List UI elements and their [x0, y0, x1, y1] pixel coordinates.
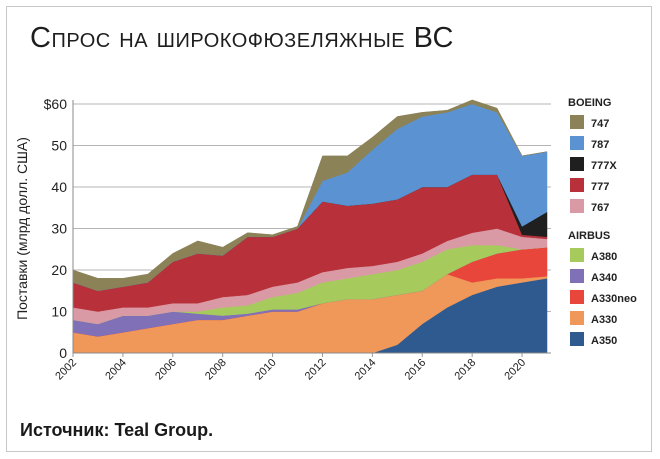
legend-label-777x: 777X: [591, 160, 617, 172]
legend-label-787: 787: [591, 139, 609, 151]
y-axis-label: Поставки (млрд долл. США): [14, 137, 30, 320]
legend-label-747: 747: [591, 118, 609, 130]
x-tick-label: 2018: [452, 357, 478, 383]
legend-group-label: AIRBUS: [568, 230, 610, 242]
legend-swatch-777x: [570, 157, 584, 171]
x-tick-label: 2002: [53, 357, 79, 383]
x-tick-label: 2006: [153, 357, 179, 383]
legend-label-a330neo: A330neo: [591, 293, 637, 305]
legend-swatch-a330: [570, 311, 584, 325]
y-tick-label: 50: [51, 138, 67, 154]
legend-swatch-a340: [570, 269, 584, 283]
x-tick-label: 2020: [502, 357, 528, 383]
y-tick-label: 20: [51, 262, 67, 278]
legend-label-a350: A350: [591, 335, 617, 347]
y-tick-label: $60: [44, 96, 68, 112]
legend-label-a340: A340: [591, 272, 617, 284]
area-747: [72, 99, 548, 292]
y-tick-label: 30: [51, 221, 67, 237]
legend-group-label: BOEING: [568, 97, 611, 109]
legend-swatch-787: [570, 136, 584, 150]
legend: BOEING 747 787 777X 777 767 AIRBUS A380 A340 A330…: [568, 97, 637, 347]
y-tick-label: 40: [51, 179, 67, 195]
legend-label-777: 777: [591, 181, 609, 193]
legend-label-767: 767: [591, 202, 609, 214]
legend-swatch-a380: [570, 248, 584, 262]
y-tick-label: 10: [51, 304, 67, 320]
legend-label-a330: A330: [591, 314, 617, 326]
y-tick-label: 0: [59, 345, 67, 361]
source-note: Источник: Teal Group.: [20, 420, 214, 440]
legend-swatch-a330neo: [570, 290, 584, 304]
legend-swatch-767: [570, 199, 584, 213]
legend-swatch-a350: [570, 332, 584, 346]
chart-title: Спрос на широкофюзеляжные ВС: [30, 22, 454, 54]
x-tick-label: 2014: [353, 357, 379, 383]
legend-swatch-747: [570, 115, 584, 129]
x-tick-label: 2016: [403, 357, 429, 383]
x-tick-label: 2004: [103, 357, 129, 383]
legend-label-a380: A380: [591, 251, 617, 263]
x-tick-label: 2012: [303, 357, 329, 383]
x-tick-label: 2008: [203, 357, 229, 383]
legend-swatch-777: [570, 178, 584, 192]
area-series: [72, 99, 548, 354]
x-tick-label: 2010: [253, 357, 279, 383]
